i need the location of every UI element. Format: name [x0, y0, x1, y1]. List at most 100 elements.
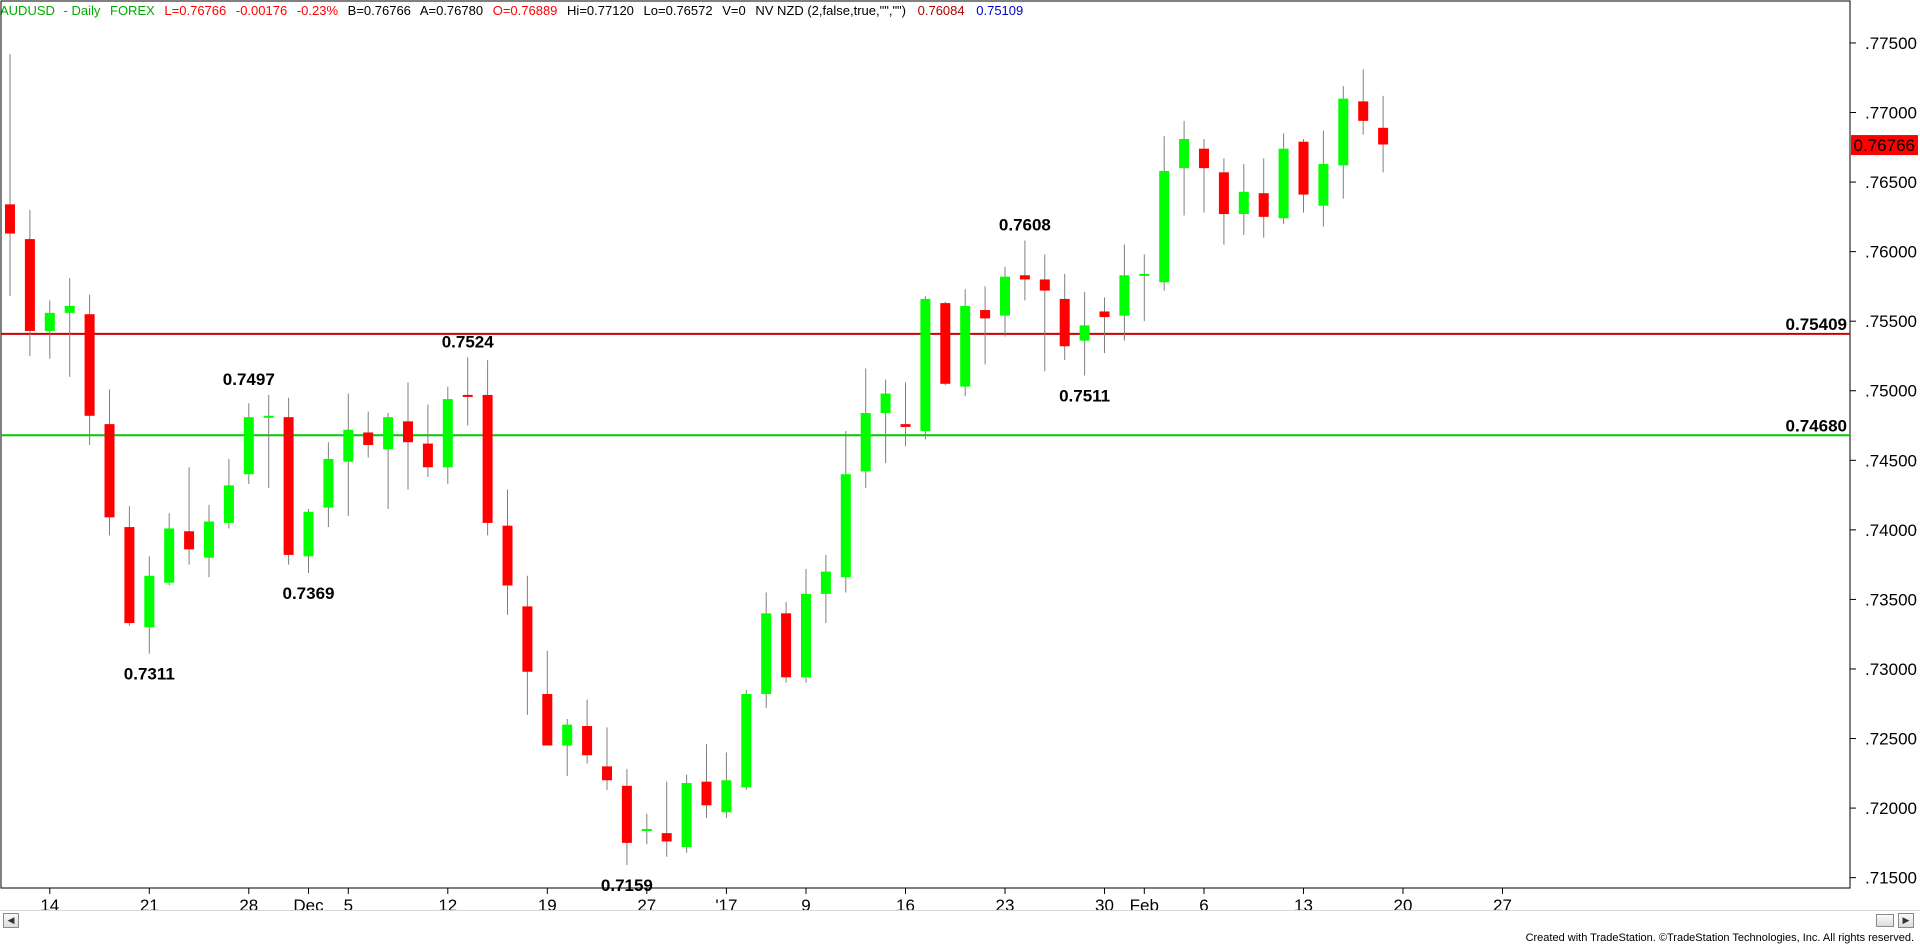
candle-down — [1199, 148, 1209, 169]
header-last: L=0.76766 — [164, 3, 226, 18]
candle-down — [5, 204, 15, 234]
candle-down — [1358, 101, 1369, 121]
y-tick-label: .72500 — [1865, 730, 1917, 749]
candle-down — [621, 785, 632, 843]
candle-down — [363, 432, 374, 445]
candle-up — [64, 305, 75, 313]
candle-down — [24, 239, 35, 331]
price-annotation: 0.7608 — [999, 215, 1051, 234]
candle-up — [204, 521, 214, 558]
candle-up — [383, 417, 394, 450]
scroll-thumb[interactable] — [1876, 914, 1894, 927]
candle-up — [920, 298, 931, 432]
header-open: O=0.76889 — [493, 3, 558, 18]
candle-up — [721, 780, 732, 813]
y-tick-label: .77000 — [1865, 104, 1917, 123]
candle-up — [263, 415, 274, 418]
scroll-right-button[interactable]: ▶ — [1898, 913, 1914, 928]
header-bid: B=0.76766 — [348, 3, 411, 18]
candle-down — [482, 394, 493, 523]
candle-down — [980, 310, 991, 319]
candle-down — [104, 424, 115, 518]
candle-up — [164, 528, 175, 583]
candle-down — [403, 421, 413, 443]
candle-down — [1378, 127, 1389, 145]
header-symbol: AUDUSD — [0, 3, 55, 18]
candle-down — [900, 424, 911, 427]
y-tick-label: .76500 — [1865, 173, 1917, 192]
x-tick-label: 9 — [801, 896, 810, 915]
annotations: 0.7311 0.7497 0.7369 0.7524 0.7159 0.7608 0.75… — [124, 215, 1110, 895]
price-annotation: 0.7511 — [1059, 386, 1110, 405]
candle-up — [820, 571, 831, 594]
candle-up — [840, 474, 851, 578]
candle-up — [801, 593, 811, 678]
candle-up — [144, 575, 155, 628]
candle-up — [243, 417, 254, 475]
candle-down — [84, 314, 95, 416]
candle-up — [1000, 276, 1010, 316]
y-tick-label: .77500 — [1865, 34, 1917, 53]
candle-up — [1338, 98, 1349, 166]
candle-down — [701, 781, 712, 806]
y-tick-label: .72000 — [1865, 799, 1917, 818]
y-tick-label: .74000 — [1865, 521, 1917, 540]
header-volume: V=0 — [722, 3, 746, 18]
candle-up — [641, 828, 652, 831]
header-indicator: NV NZD (2,false,true,"","") — [755, 3, 906, 18]
header-change-pct: -0.23% — [297, 3, 339, 18]
candle-up — [323, 458, 334, 508]
candle-down — [1099, 311, 1110, 318]
candle-up — [1159, 170, 1170, 283]
header-interval: - Daily — [64, 3, 101, 18]
candle-up — [1278, 148, 1289, 219]
price-annotation: 0.7311 — [124, 665, 175, 684]
header-change: -0.00176 — [236, 3, 287, 18]
price-annotation: 0.7497 — [223, 370, 275, 389]
candles — [5, 54, 1389, 866]
candle-down — [184, 531, 195, 550]
scroll-left-button[interactable]: ◀ — [3, 913, 19, 928]
candle-down — [542, 694, 553, 746]
candle-down — [522, 606, 533, 672]
candle-down — [602, 766, 612, 781]
y-tick-label: .73000 — [1865, 660, 1917, 679]
y-tick-label: .75500 — [1865, 312, 1917, 331]
header-low: Lo=0.76572 — [644, 3, 713, 18]
candle-up — [562, 724, 573, 746]
last-price-marker: 0.76766 — [1851, 135, 1918, 156]
candle-down — [661, 833, 672, 842]
candle-up — [303, 511, 314, 557]
candle-up — [1179, 138, 1190, 169]
candle-up — [343, 429, 354, 462]
chart-header: AUDUSD - Daily FOREX L=0.76766 -0.00176 … — [0, 3, 1023, 18]
candle-up — [880, 393, 891, 414]
candle-down — [502, 525, 513, 586]
candle-down — [422, 443, 433, 468]
candle-down — [781, 613, 792, 678]
candle-up — [741, 694, 752, 788]
last-price-label: 0.76766 — [1854, 136, 1915, 155]
candle-down — [462, 394, 473, 397]
y-tick-label: .73500 — [1865, 590, 1917, 609]
price-annotation: 0.7369 — [283, 584, 335, 603]
price-annotation: 0.7159 — [601, 876, 653, 895]
arrow-left-icon: ◀ — [7, 915, 15, 925]
candle-down — [582, 726, 593, 756]
header-ind-value2: 0.75109 — [976, 3, 1023, 18]
candle-up — [681, 783, 692, 848]
header-high: Hi=0.77120 — [567, 3, 634, 18]
horizontal-scrollbar[interactable]: ◀ ▶ — [0, 910, 1920, 931]
header-ask: A=0.76780 — [420, 3, 483, 18]
y-axis: .71500 .72000 .72500 .73000 .73500 .74000 .745… — [1850, 34, 1917, 888]
y-tick-label: .75000 — [1865, 382, 1917, 401]
candle-down — [1258, 193, 1269, 217]
candle-up — [1139, 273, 1150, 276]
candle-down — [1059, 298, 1070, 347]
candle-down — [1039, 279, 1050, 291]
candle-up — [223, 485, 234, 523]
y-tick-label: .76000 — [1865, 243, 1917, 262]
candle-up — [1119, 275, 1130, 316]
candle-down — [1019, 275, 1030, 280]
